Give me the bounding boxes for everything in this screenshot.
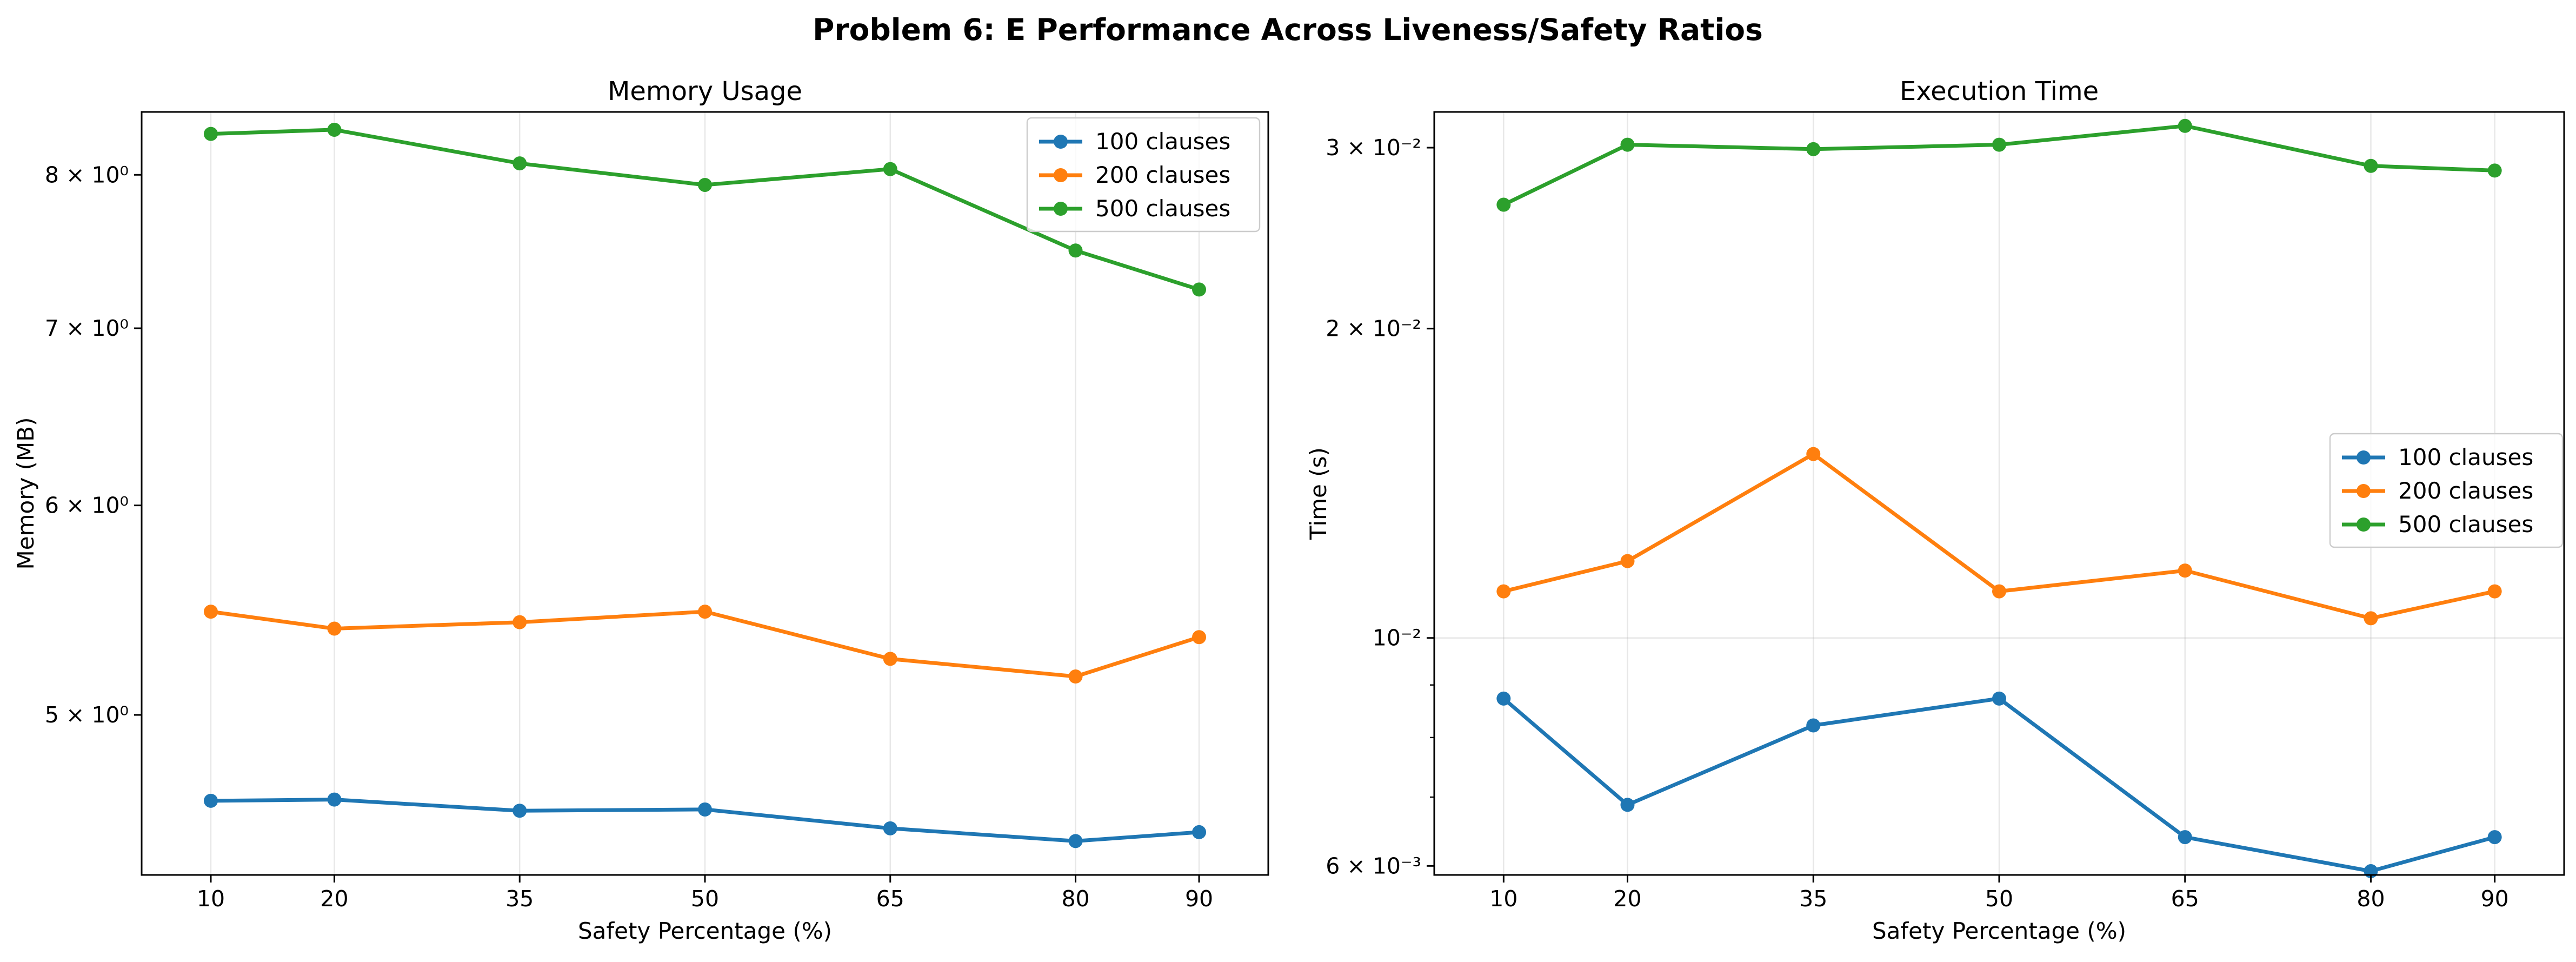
data-point xyxy=(1620,137,1635,152)
legend-box xyxy=(2329,433,2564,548)
data-point xyxy=(512,156,527,171)
data-point xyxy=(1992,137,2006,152)
data-point xyxy=(203,605,218,619)
data-point xyxy=(1496,691,1511,706)
y-tick-label: 8 × 10⁰ xyxy=(45,162,129,188)
x-tick-label: 10 xyxy=(197,886,225,912)
y-tick-label: 3 × 10⁻² xyxy=(1326,135,1421,161)
y-tick-label: 5 × 10⁰ xyxy=(45,702,129,728)
legend-swatch-marker xyxy=(2357,518,2371,532)
data-point xyxy=(203,793,218,808)
legend-swatch-marker xyxy=(1054,168,1068,182)
data-point xyxy=(883,821,897,835)
data-point xyxy=(327,122,342,137)
x-tick-label: 10 xyxy=(1489,886,1517,912)
legend-label: 500 clauses xyxy=(2398,511,2533,538)
data-point xyxy=(1192,282,1207,297)
legend-swatch-marker xyxy=(2357,484,2371,498)
x-tick-label: 35 xyxy=(505,886,534,912)
x-tick-label: 80 xyxy=(2357,886,2385,912)
data-point xyxy=(1806,142,1821,156)
legend-swatch-marker xyxy=(2357,450,2371,465)
data-point xyxy=(1806,718,1821,733)
data-point xyxy=(512,615,527,629)
y-tick-label: 10⁻² xyxy=(1373,625,1421,651)
data-point xyxy=(2178,563,2192,578)
legend-label: 200 clauses xyxy=(2398,477,2533,504)
data-point xyxy=(1192,825,1207,839)
subplot-title: Memory Usage xyxy=(608,76,802,107)
data-point xyxy=(327,792,342,807)
data-point xyxy=(698,605,712,619)
x-tick-label: 50 xyxy=(1985,886,2013,912)
data-point xyxy=(2178,118,2192,133)
memory-usage-plot: 10 20 35 50 65 80 90 5 × 10⁰ 6 × 10⁰ 7 × 10⁰ 8 × 1… xyxy=(12,76,1269,944)
data-point xyxy=(698,802,712,817)
x-axis-label: Safety Percentage (%) xyxy=(1872,918,2126,944)
legend-swatch-marker xyxy=(1054,135,1068,149)
legend-swatch-marker xyxy=(1054,202,1068,216)
legend-label: 200 clauses xyxy=(1095,162,1230,188)
x-tick-label: 20 xyxy=(320,886,348,912)
x-tick-label: 20 xyxy=(1613,886,1641,912)
data-point xyxy=(2487,584,2502,599)
y-tick-label: 2 × 10⁻² xyxy=(1326,316,1421,342)
y-tick-label: 6 × 10⁰ xyxy=(45,493,129,519)
y-axis-label: Memory (MB) xyxy=(12,417,39,570)
data-point xyxy=(1192,630,1207,645)
data-point xyxy=(883,652,897,666)
x-tick-label: 65 xyxy=(876,886,904,912)
x-tick-label: 80 xyxy=(1061,886,1089,912)
data-point xyxy=(1620,798,1635,812)
figure-title: Problem 6: E Performance Across Liveness… xyxy=(813,12,1763,47)
data-point xyxy=(2487,163,2502,178)
data-point xyxy=(1620,554,1635,568)
data-point xyxy=(1068,834,1083,848)
y-tick-label: 6 × 10⁻³ xyxy=(1326,853,1421,879)
x-tick-label: 65 xyxy=(2171,886,2199,912)
legend-label: 500 clauses xyxy=(1095,195,1230,222)
data-point xyxy=(2364,158,2378,173)
x-tick-label: 90 xyxy=(1185,886,1213,912)
data-point xyxy=(512,804,527,818)
data-point xyxy=(1068,243,1083,258)
legend-label: 100 clauses xyxy=(2398,444,2533,470)
data-point xyxy=(1068,669,1083,684)
data-point xyxy=(1496,197,1511,212)
data-point xyxy=(1992,691,2006,706)
data-point xyxy=(1806,447,1821,461)
data-point xyxy=(2487,830,2502,845)
data-point xyxy=(1496,584,1511,599)
data-point xyxy=(203,127,218,141)
legend-box xyxy=(1026,117,1261,233)
x-tick-label: 35 xyxy=(1799,886,1827,912)
data-point xyxy=(883,162,897,176)
subplot-title: Execution Time xyxy=(1900,76,2099,107)
y-tick-label: 7 × 10⁰ xyxy=(45,315,129,341)
data-point xyxy=(2364,611,2378,626)
x-tick-label: 90 xyxy=(2481,886,2509,912)
data-point xyxy=(1992,584,2006,599)
legend-label: 100 clauses xyxy=(1095,128,1230,155)
data-point xyxy=(2178,830,2192,845)
data-point xyxy=(698,177,712,192)
execution-time-plot: 10 20 35 50 65 80 90 6 × 10⁻³ 10⁻² 2 × 10⁻² 3 × 10… xyxy=(1305,76,2565,944)
data-point xyxy=(327,621,342,636)
y-axis-label: Time (s) xyxy=(1305,447,1332,540)
x-axis-label: Safety Percentage (%) xyxy=(578,918,832,944)
x-tick-label: 50 xyxy=(691,886,719,912)
